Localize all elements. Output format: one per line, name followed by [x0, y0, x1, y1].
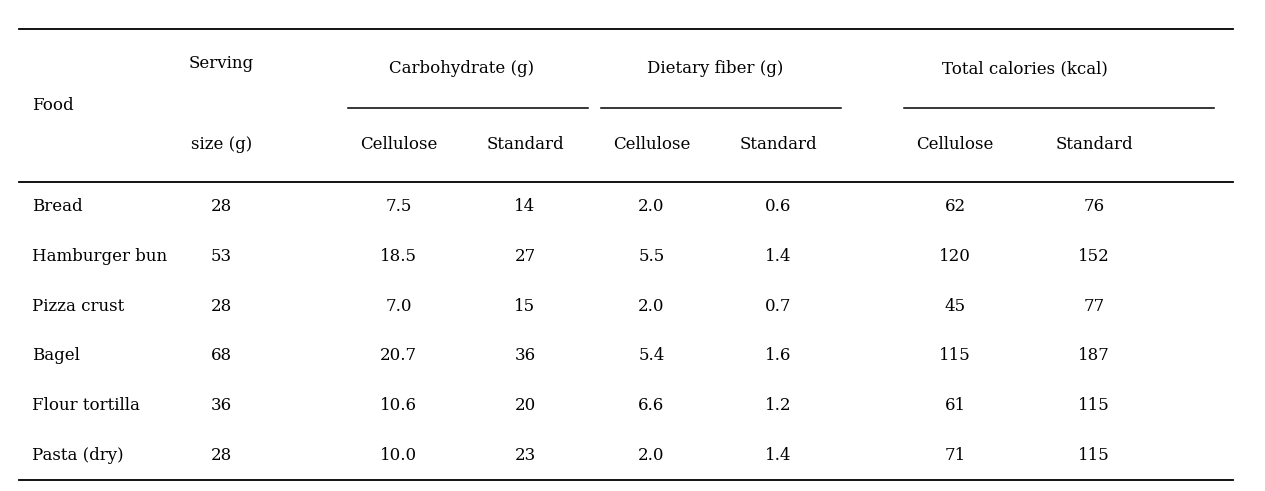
Text: 115: 115: [939, 347, 972, 364]
Text: 18.5: 18.5: [380, 248, 417, 265]
Text: 115: 115: [1078, 447, 1111, 464]
Text: 1.4: 1.4: [765, 447, 791, 464]
Text: Pasta (dry): Pasta (dry): [32, 447, 123, 464]
Text: 10.6: 10.6: [380, 397, 417, 414]
Text: 5.5: 5.5: [639, 248, 664, 265]
Text: 120: 120: [939, 248, 972, 265]
Text: size (g): size (g): [191, 136, 252, 153]
Text: 36: 36: [515, 347, 535, 364]
Text: 45: 45: [945, 298, 965, 315]
Text: 1.2: 1.2: [765, 397, 791, 414]
Text: Dietary fiber (g): Dietary fiber (g): [646, 60, 783, 77]
Text: 2.0: 2.0: [639, 447, 664, 464]
Text: 115: 115: [1078, 397, 1111, 414]
Text: Flour tortilla: Flour tortilla: [32, 397, 139, 414]
Text: Standard: Standard: [739, 136, 817, 153]
Text: Pizza crust: Pizza crust: [32, 298, 124, 315]
Text: Serving: Serving: [188, 55, 254, 72]
Text: 15: 15: [515, 298, 535, 315]
Text: 27: 27: [515, 248, 535, 265]
Text: 20.7: 20.7: [380, 347, 417, 364]
Text: 187: 187: [1078, 347, 1111, 364]
Text: 20: 20: [515, 397, 535, 414]
Text: Cellulose: Cellulose: [916, 136, 994, 153]
Text: 28: 28: [211, 447, 231, 464]
Text: 2.0: 2.0: [639, 298, 664, 315]
Text: Bread: Bread: [32, 198, 82, 215]
Text: 76: 76: [1084, 198, 1104, 215]
Text: 1.6: 1.6: [765, 347, 791, 364]
Text: 68: 68: [211, 347, 231, 364]
Text: 10.0: 10.0: [380, 447, 417, 464]
Text: Cellulose: Cellulose: [359, 136, 438, 153]
Text: 5.4: 5.4: [639, 347, 664, 364]
Text: 53: 53: [211, 248, 231, 265]
Text: Standard: Standard: [1055, 136, 1133, 153]
Text: Cellulose: Cellulose: [612, 136, 691, 153]
Text: 152: 152: [1078, 248, 1111, 265]
Text: 6.6: 6.6: [639, 397, 664, 414]
Text: 28: 28: [211, 298, 231, 315]
Text: 0.7: 0.7: [765, 298, 791, 315]
Text: 7.0: 7.0: [386, 298, 411, 315]
Text: 62: 62: [945, 198, 965, 215]
Text: 61: 61: [945, 397, 965, 414]
Text: 28: 28: [211, 198, 231, 215]
Text: Food: Food: [32, 97, 73, 114]
Text: Standard: Standard: [486, 136, 564, 153]
Text: 0.6: 0.6: [765, 198, 791, 215]
Text: 14: 14: [515, 198, 535, 215]
Text: Carbohydrate (g): Carbohydrate (g): [390, 60, 534, 77]
Text: Total calories (kcal): Total calories (kcal): [941, 60, 1108, 77]
Text: 71: 71: [945, 447, 965, 464]
Text: 1.4: 1.4: [765, 248, 791, 265]
Text: 77: 77: [1084, 298, 1104, 315]
Text: Bagel: Bagel: [32, 347, 80, 364]
Text: 36: 36: [211, 397, 231, 414]
Text: 2.0: 2.0: [639, 198, 664, 215]
Text: Hamburger bun: Hamburger bun: [32, 248, 167, 265]
Text: 23: 23: [515, 447, 535, 464]
Text: 7.5: 7.5: [386, 198, 411, 215]
